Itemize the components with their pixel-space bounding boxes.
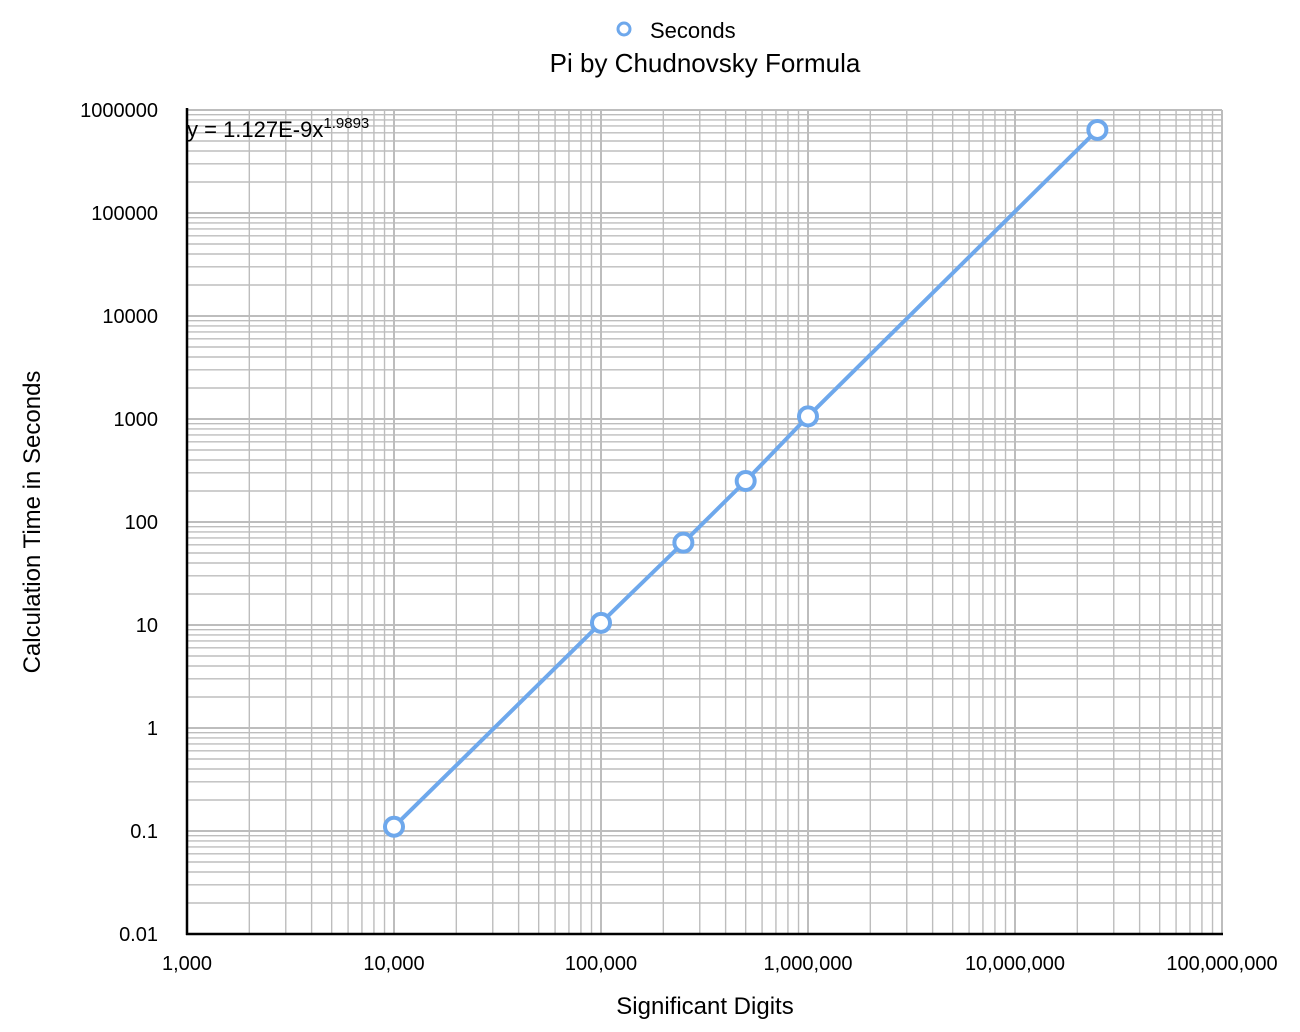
y-tick-label: 100000 xyxy=(91,203,158,225)
series-line-seconds xyxy=(392,128,1099,829)
data-point xyxy=(734,470,757,493)
y-tick-labels: 0.01 0.1 1 10 100 1000 10000 100000 1000000 xyxy=(80,100,158,946)
series-seconds xyxy=(383,118,1109,838)
trendline-equation-base: y = 1.127E-9x xyxy=(187,117,323,142)
y-axis-label: Calculation Time in Seconds xyxy=(19,371,46,674)
data-point xyxy=(1086,118,1109,141)
data-point xyxy=(383,815,405,838)
x-tick-label: 1,000 xyxy=(162,953,212,975)
legend-marker xyxy=(616,21,632,37)
y-tick-label: 1000 xyxy=(114,409,159,431)
x-tick-labels: 1,000 10,000 100,000 1,000,000 10,000,000 100… xyxy=(162,953,1278,975)
y-tick-label: 1000000 xyxy=(80,100,158,122)
x-tick-label: 1,000,000 xyxy=(764,953,853,975)
y-tick-label: 100 xyxy=(125,512,158,534)
y-tick-label: 10 xyxy=(136,615,158,637)
y-tick-label: 0.01 xyxy=(119,924,158,946)
x-tick-label: 100,000,000 xyxy=(1166,953,1277,975)
y-tick-label: 0.1 xyxy=(130,821,158,843)
y-tick-label: 10000 xyxy=(102,306,158,328)
grid xyxy=(186,109,1223,935)
trendline-equation: y = 1.127E-9x1.9893 xyxy=(187,115,369,142)
x-axis-label: Significant Digits xyxy=(616,993,793,1020)
x-tick-label: 10,000,000 xyxy=(965,953,1065,975)
data-point xyxy=(672,531,695,554)
x-tick-label: 10,000 xyxy=(363,953,424,975)
legend-label-seconds: Seconds xyxy=(650,18,736,43)
axes xyxy=(185,108,1223,936)
chart-title: Pi by Chudnovsky Formula xyxy=(550,48,861,78)
data-point xyxy=(590,611,612,634)
y-tick-label: 1 xyxy=(147,718,158,740)
trendline-equation-exponent: 1.9893 xyxy=(323,115,369,132)
x-tick-label: 100,000 xyxy=(565,953,637,975)
data-point xyxy=(797,405,819,428)
legend: Seconds xyxy=(616,18,736,43)
